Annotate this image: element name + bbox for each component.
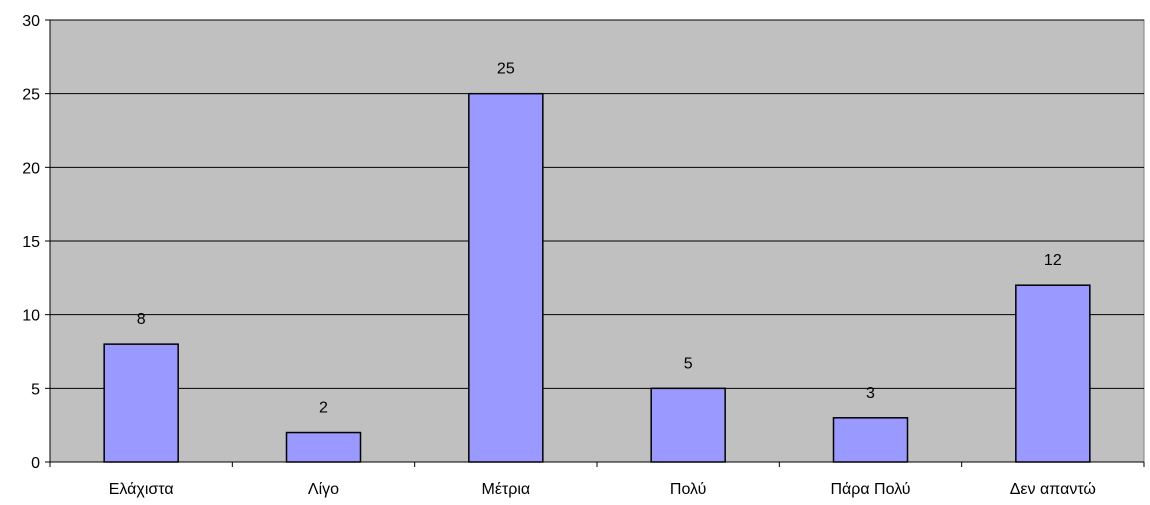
x-axis: Ελάχιστα Λίγο Μέτρια Πολύ Πάρα Πολύ Δεν απαντ… bbox=[49, 461, 1145, 498]
y-axis: 0 5 10 15 20 25 30 bbox=[22, 13, 51, 472]
y-tick-label: 20 bbox=[22, 160, 40, 177]
data-label: 8 bbox=[137, 311, 146, 328]
bar bbox=[1015, 284, 1091, 463]
data-label: 25 bbox=[497, 61, 515, 78]
x-category-label: Ελάχιστα bbox=[109, 481, 174, 498]
data-label: 2 bbox=[319, 400, 328, 417]
bar bbox=[832, 417, 909, 463]
y-tick-label: 30 bbox=[22, 13, 40, 30]
y-tick-label: 25 bbox=[22, 87, 40, 104]
bar bbox=[285, 431, 362, 463]
y-tick-label: 10 bbox=[22, 308, 40, 325]
x-category-label: Λίγο bbox=[308, 481, 339, 498]
data-label: 12 bbox=[1044, 252, 1062, 269]
x-category-label: Μέτρια bbox=[481, 481, 530, 498]
y-tick-label: 0 bbox=[31, 455, 40, 472]
grid-lines bbox=[50, 19, 1144, 389]
bars: 8 2 25 5 3 12 bbox=[103, 61, 1091, 463]
y-tick-label: 15 bbox=[22, 234, 40, 251]
x-category-label: Πάρα Πολύ bbox=[830, 481, 910, 498]
y-tick-label: 5 bbox=[31, 381, 40, 398]
bar bbox=[468, 92, 544, 463]
bar bbox=[650, 387, 726, 463]
data-label: 3 bbox=[866, 385, 875, 402]
data-label: 5 bbox=[684, 355, 693, 372]
x-category-label: Δεν απαντώ bbox=[1010, 481, 1096, 498]
x-category-label: Πολύ bbox=[670, 481, 707, 498]
bar bbox=[103, 343, 179, 463]
